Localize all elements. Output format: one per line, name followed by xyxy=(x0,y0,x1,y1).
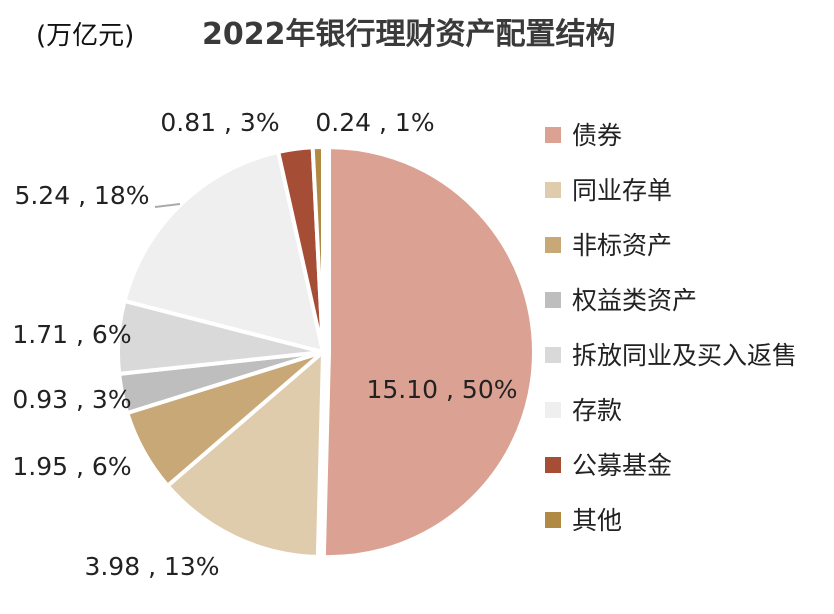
pie-slice-8 xyxy=(310,145,325,354)
legend-label-3: 非标资产 xyxy=(572,231,672,260)
data-label-4: 0.93 , 3% xyxy=(12,385,131,414)
leader-lines xyxy=(154,203,181,208)
legend-swatch-8 xyxy=(545,512,561,528)
pie-slices xyxy=(116,145,536,560)
data-label-1: 15.10 , 50% xyxy=(367,375,518,404)
legend-label-6: 存款 xyxy=(572,396,622,425)
leader-line-deposit xyxy=(154,203,181,208)
unit-label: (万亿元) xyxy=(36,21,134,51)
legend-swatch-5 xyxy=(545,347,561,363)
legend-label-7: 公募基金 xyxy=(572,451,672,480)
data-label-3: 1.95 , 6% xyxy=(12,452,131,481)
data-labels: 15.10 , 50% 3.98 , 13% 1.95 , 6% 0.93 , 3% 1… xyxy=(12,108,517,581)
data-label-6: 5.24 , 18% xyxy=(14,181,149,210)
legend-swatch-1 xyxy=(545,127,561,143)
legend-label-8: 其他 xyxy=(572,506,622,535)
pie-slice-1 xyxy=(321,145,536,560)
legend-swatch-2 xyxy=(545,182,561,198)
legend-swatch-4 xyxy=(545,292,561,308)
data-label-8: 0.24 , 1% xyxy=(315,108,434,137)
chart-title: 2022年银行理财资产配置结构 xyxy=(202,17,616,52)
legend-label-4: 权益类资产 xyxy=(572,286,697,315)
legend-swatch-7 xyxy=(545,457,561,473)
legend-label-2: 同业存单 xyxy=(572,176,672,205)
data-label-7: 0.81 , 3% xyxy=(160,108,279,137)
pie-slice-6 xyxy=(122,149,325,354)
legend-label-1: 债券 xyxy=(572,121,622,150)
data-label-2: 3.98 , 13% xyxy=(84,552,219,581)
data-label-5: 1.71 , 6% xyxy=(12,320,131,349)
legend-swatch-6 xyxy=(545,402,561,418)
legend-label-5: 拆放同业及买入返售 xyxy=(572,341,797,370)
legend-swatch-3 xyxy=(545,237,561,253)
pie-slice-2 xyxy=(165,350,325,559)
